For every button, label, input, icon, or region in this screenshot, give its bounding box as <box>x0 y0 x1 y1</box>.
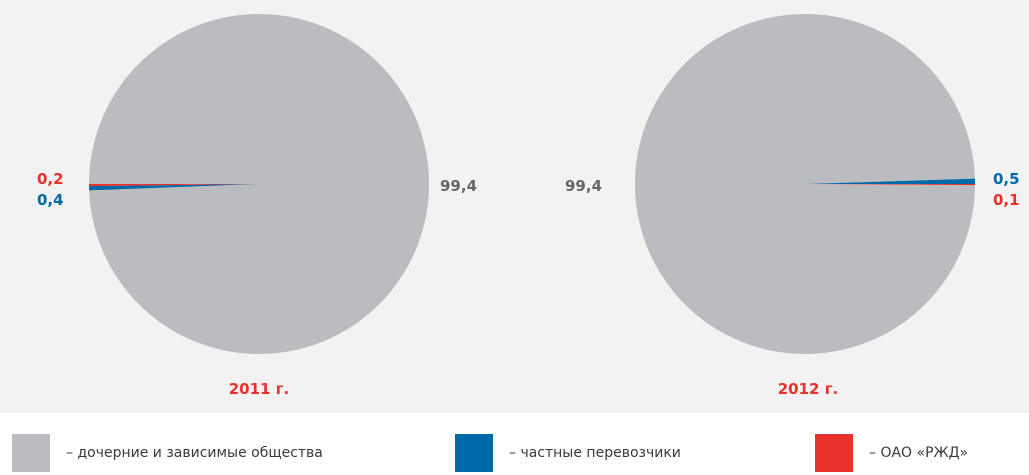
pie-chart-2011: 99,4 0,2 0,4 2011 г. <box>37 13 477 398</box>
legend-item-private-carriers: – частные перевозчики <box>455 433 681 473</box>
blue-swatch-icon <box>455 434 493 472</box>
pie-charts: 99,4 0,2 0,4 2011 г. 99,4 0,5 0,1 2012 г… <box>37 13 1020 398</box>
chart-panel: 99,4 0,2 0,4 2011 г. 99,4 0,5 0,1 2012 г… <box>0 0 1029 413</box>
legend-item-rzd: – ОАО «РЖД» <box>815 433 968 473</box>
pie-chart-2012: 99,4 0,5 0,1 2012 г. <box>565 13 1020 398</box>
pie-2011-label-private-carriers: 0,4 <box>37 191 64 209</box>
grey-swatch-icon <box>12 434 50 472</box>
pie-2012-slice-rzd <box>805 184 975 186</box>
pie-2012-slice-private-carriers <box>805 178 975 184</box>
pie-2011-slice-private-carriers <box>89 184 259 191</box>
pie-2011-label-rzd: 0,2 <box>37 170 64 188</box>
legend-item-subsidiaries: – дочерние и зависимые общества <box>12 433 323 473</box>
pie-2011-slice-subsidiaries <box>88 13 429 354</box>
pie-2012-title: 2012 г. <box>778 380 839 398</box>
red-swatch-icon <box>815 434 853 472</box>
legend-label-private-carriers: – частные перевозчики <box>509 445 681 461</box>
pie-2012-label-subsidiaries: 99,4 <box>565 177 602 195</box>
legend-label-rzd: – ОАО «РЖД» <box>869 445 969 461</box>
legend-label-subsidiaries: – дочерние и зависимые общества <box>66 445 323 461</box>
pie-2011-title: 2011 г. <box>229 380 290 398</box>
pie-2012-label-rzd: 0,1 <box>993 191 1020 209</box>
pie-2011-label-subsidiaries: 99,4 <box>440 177 477 195</box>
pie-2011-slice-rzd <box>89 184 259 187</box>
pie-2012-slice-subsidiaries <box>635 13 975 354</box>
pie-2012-label-private-carriers: 0,5 <box>993 170 1020 188</box>
